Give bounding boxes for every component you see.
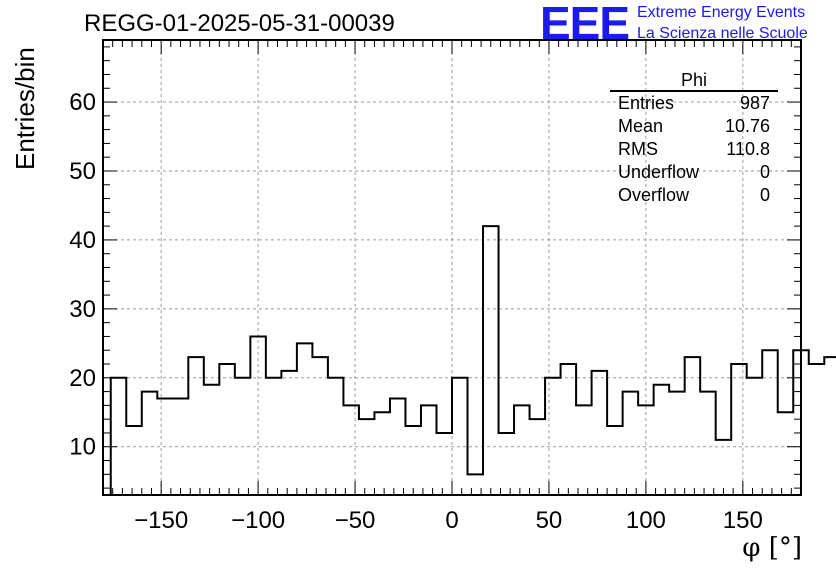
stats-title: Phi xyxy=(610,70,778,92)
histogram-bin xyxy=(514,405,530,495)
y-tick-label: 10 xyxy=(69,434,96,461)
x-tick-label: −150 xyxy=(134,507,188,534)
y-tick-label: 50 xyxy=(69,158,96,185)
y-axis-label: Entries/bin xyxy=(10,47,40,170)
stats-label: Overflow xyxy=(618,185,690,205)
x-tick-label: 100 xyxy=(626,507,666,534)
stats-value: 10.76 xyxy=(724,116,770,136)
stats-value: 0 xyxy=(759,162,770,182)
histogram-bin xyxy=(359,419,375,495)
histogram-bin xyxy=(669,392,685,495)
stats-row-entries: Entries 987 xyxy=(610,92,778,115)
histogram-bin xyxy=(654,385,670,495)
histogram-outline xyxy=(109,225,836,495)
stats-row-overflow: Overflow 0 xyxy=(610,184,778,207)
y-tick-label: 40 xyxy=(69,227,96,254)
histogram-bin xyxy=(576,405,592,495)
stats-row-mean: Mean 10.76 xyxy=(610,115,778,138)
histogram-bin xyxy=(483,226,499,495)
x-tick-label: −100 xyxy=(231,507,285,534)
x-tick-label: 0 xyxy=(445,507,458,534)
stats-box: Phi Entries 987 Mean 10.76 RMS 110.8 Underf… xyxy=(610,70,778,207)
y-tick-label: 60 xyxy=(69,89,96,116)
stats-row-underflow: Underflow 0 xyxy=(610,161,778,184)
histogram-bin xyxy=(700,392,716,495)
histogram-bin xyxy=(561,364,577,495)
x-tick-label: −50 xyxy=(335,507,376,534)
histogram-bin xyxy=(374,412,390,495)
histogram-bin xyxy=(328,378,344,495)
histogram-bin xyxy=(499,433,515,495)
histogram-bin xyxy=(530,419,546,495)
histogram-bin xyxy=(142,392,158,495)
stats-value: 0 xyxy=(759,185,770,205)
histogram-bin xyxy=(778,412,794,495)
x-tick-label: 50 xyxy=(536,507,563,534)
histogram-bin xyxy=(219,364,235,495)
stats-label: Mean xyxy=(618,116,664,136)
stats-label: Entries xyxy=(618,93,675,113)
histogram-bin xyxy=(235,378,251,495)
histogram-bin xyxy=(592,371,608,495)
histogram-bin xyxy=(824,357,836,495)
x-axis-label: φ [°] xyxy=(742,533,802,563)
y-tick-label: 20 xyxy=(69,365,96,392)
y-tick-label: 30 xyxy=(69,296,96,323)
stats-row-rms: RMS 110.8 xyxy=(610,138,778,161)
histogram-bin xyxy=(266,378,282,495)
histogram-bin xyxy=(281,371,297,495)
histogram-bin xyxy=(126,426,142,495)
histogram-bin xyxy=(111,378,127,495)
eee-logo: EEE xyxy=(540,0,630,49)
logo-line-2: La Scienza nelle Scuole xyxy=(637,25,808,42)
x-tick-label: 150 xyxy=(723,507,763,534)
histogram-bin xyxy=(809,364,825,495)
histogram-bin xyxy=(607,426,623,495)
histogram-bin xyxy=(436,433,452,495)
stats-label: Underflow xyxy=(618,162,700,182)
histogram-bin xyxy=(452,378,468,495)
histogram-bin xyxy=(421,405,437,495)
histogram-bin xyxy=(204,385,220,495)
logo-line-1: Extreme Energy Events xyxy=(637,4,806,21)
histogram-bin xyxy=(545,378,561,495)
histogram-bin xyxy=(405,426,421,495)
histogram-bin xyxy=(731,364,747,495)
histogram-bin xyxy=(297,343,313,495)
histogram-bin xyxy=(343,405,359,495)
stats-value: 110.8 xyxy=(726,139,770,159)
histogram-bin xyxy=(623,392,639,495)
histogram-bin xyxy=(747,378,763,495)
histogram-bin xyxy=(716,440,732,495)
stats-value: 987 xyxy=(739,93,770,113)
histogram-bin xyxy=(762,350,778,495)
stats-label: RMS xyxy=(618,139,658,159)
chart-title: REGG-01-2025-05-31-00039 xyxy=(84,10,395,37)
